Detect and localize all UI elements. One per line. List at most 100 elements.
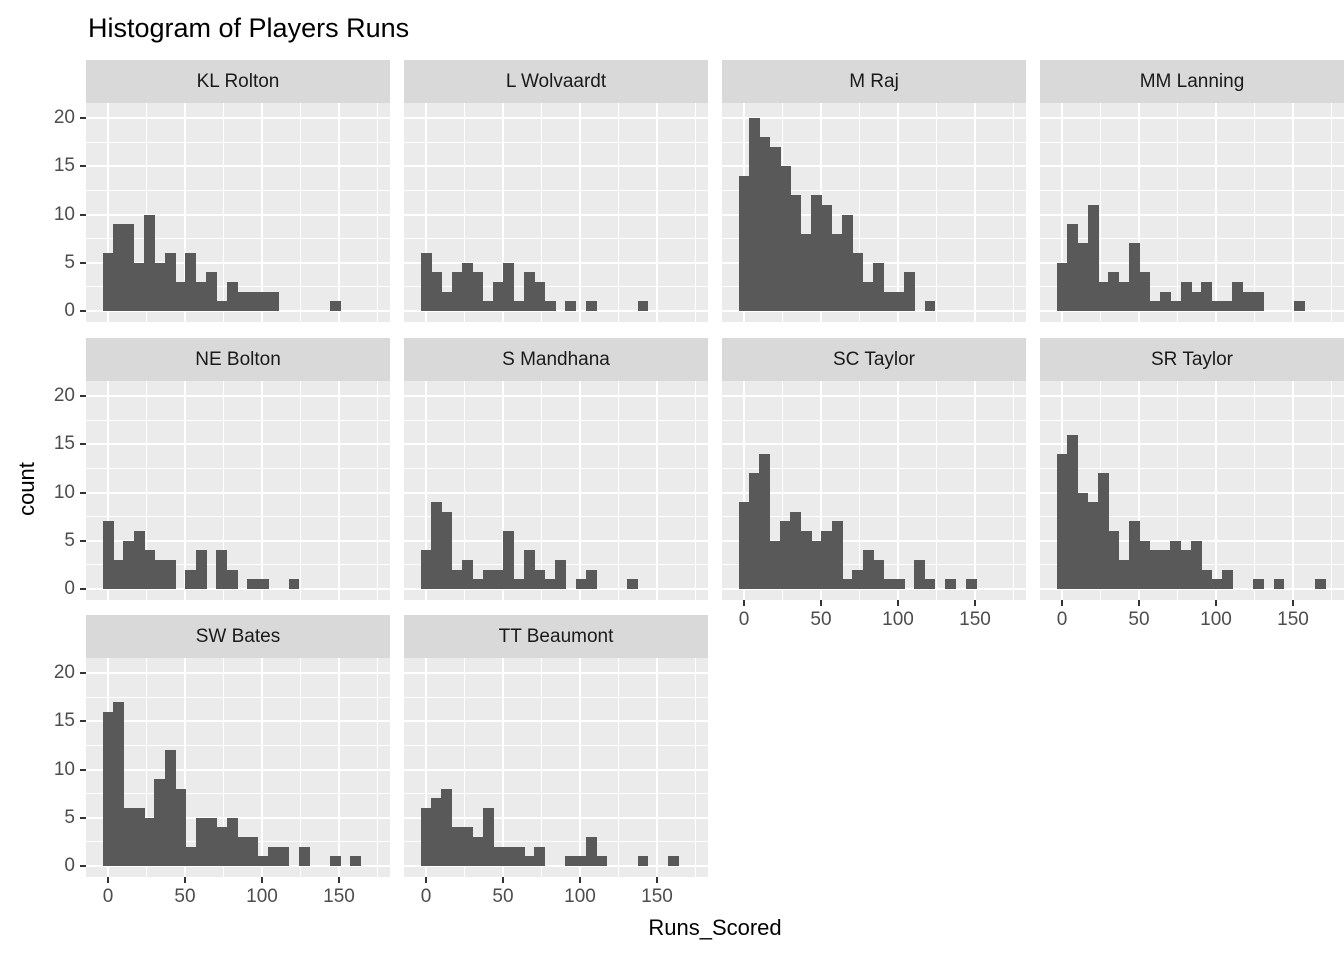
gridline-horizontal [86,443,390,446]
x-axis-tick-label: 100 [882,609,914,630]
gridline-vertical [695,103,696,322]
x-axis-tick-label: 150 [641,886,673,907]
histogram-bar [102,521,114,589]
histogram-bar [154,560,166,589]
gridline-horizontal [86,141,390,143]
histogram-bar [185,846,197,866]
gridline-horizontal [1040,165,1344,168]
gridline-horizontal [86,768,390,771]
histogram-bar [493,846,504,866]
gridline-horizontal [1040,238,1344,240]
histogram-bar [842,214,853,311]
x-axis-tick-mark [107,877,109,883]
facet-strip-label: NE Bolton [195,349,281,370]
histogram-bar [565,856,577,866]
y-axis-tick-mark [80,443,86,446]
gridline-horizontal [86,261,390,264]
histogram-bar [1314,579,1326,589]
histogram-bar [749,473,761,589]
histogram-bar [1056,453,1068,589]
histogram-bar [267,846,279,866]
gridline-vertical [1254,103,1255,322]
gridline-horizontal [1040,141,1344,143]
gridline-horizontal [404,696,708,698]
histogram-bar [585,301,597,311]
histogram-bar [1087,204,1099,311]
histogram-bar [482,808,494,866]
x-axis-tick-label: 0 [102,886,114,907]
histogram-bar [451,827,463,866]
histogram-bar [1180,550,1192,589]
y-axis-tick-mark [80,865,86,867]
histogram-bar [759,137,771,311]
histogram-bar [585,837,597,866]
x-axis-tick-mark [184,877,186,883]
y-axis-tick-label: 20 [53,662,75,683]
histogram-bar [513,301,525,311]
histogram-bar [1108,531,1120,589]
gridline-vertical [974,103,976,322]
histogram-bar [1232,282,1244,311]
histogram-bar [811,540,822,589]
gridline-vertical [261,103,263,322]
gridline-vertical [1138,103,1140,322]
histogram-bar [842,579,853,589]
histogram-bar [226,817,238,866]
histogram-bar [257,579,269,589]
histogram-bar [513,846,525,866]
gridline-vertical [1013,381,1014,600]
histogram-bar [1056,262,1068,311]
gridline-vertical [579,658,581,877]
y-axis-tick-mark [80,165,86,168]
gridline-vertical [579,381,581,600]
histogram-bar [462,560,474,589]
facet-strip: KL Rolton [86,60,390,103]
histogram-bar [175,282,186,311]
histogram-bar [668,856,680,866]
gridline-horizontal [404,744,708,746]
gridline-horizontal [404,793,708,795]
histogram-bar [195,550,207,589]
facet-panel [1040,381,1344,600]
gridline-vertical [1138,381,1140,600]
y-axis-tick-label: 5 [64,251,75,273]
y-axis-tick-mark [80,395,86,397]
y-axis-tick-label: 10 [53,758,75,780]
gridline-horizontal [404,841,708,843]
facet-strip: M Raj [722,60,1026,103]
gridline-horizontal [86,310,390,312]
facet-strip: SR Taylor [1040,338,1344,381]
histogram-bar [278,846,290,866]
histogram-bar [472,272,484,311]
histogram-bar [1087,502,1099,589]
histogram-bar [185,569,197,589]
gridline-horizontal [722,539,1026,542]
y-axis-tick-mark [80,261,86,264]
histogram-bar [493,282,504,311]
gridline-vertical [464,103,465,322]
histogram-bar [113,224,125,311]
histogram-bar [431,502,443,589]
histogram-bar [164,750,176,866]
histogram-bar [482,301,494,311]
histogram-bar [298,846,310,866]
facet-strip-label: SC Taylor [832,349,915,370]
gridline-horizontal [1040,419,1344,421]
histogram-bar [1149,550,1161,589]
gridline-horizontal [722,491,1026,494]
y-axis-tick-mark [80,672,86,674]
gridline-horizontal [404,238,708,240]
gridline-vertical [184,381,186,600]
histogram-bar [883,291,895,311]
histogram-bar [1139,540,1151,589]
gridline-vertical [897,381,899,600]
facet-strip: NE Bolton [86,338,390,381]
histogram-bar [329,301,341,311]
histogram-bar [627,579,639,589]
x-axis-tick-mark [743,600,745,606]
histogram-bar [534,846,546,866]
histogram-bar [236,837,248,866]
histogram-bar [790,195,802,311]
x-axis-tick-mark [974,600,976,606]
gridline-horizontal [404,310,708,312]
